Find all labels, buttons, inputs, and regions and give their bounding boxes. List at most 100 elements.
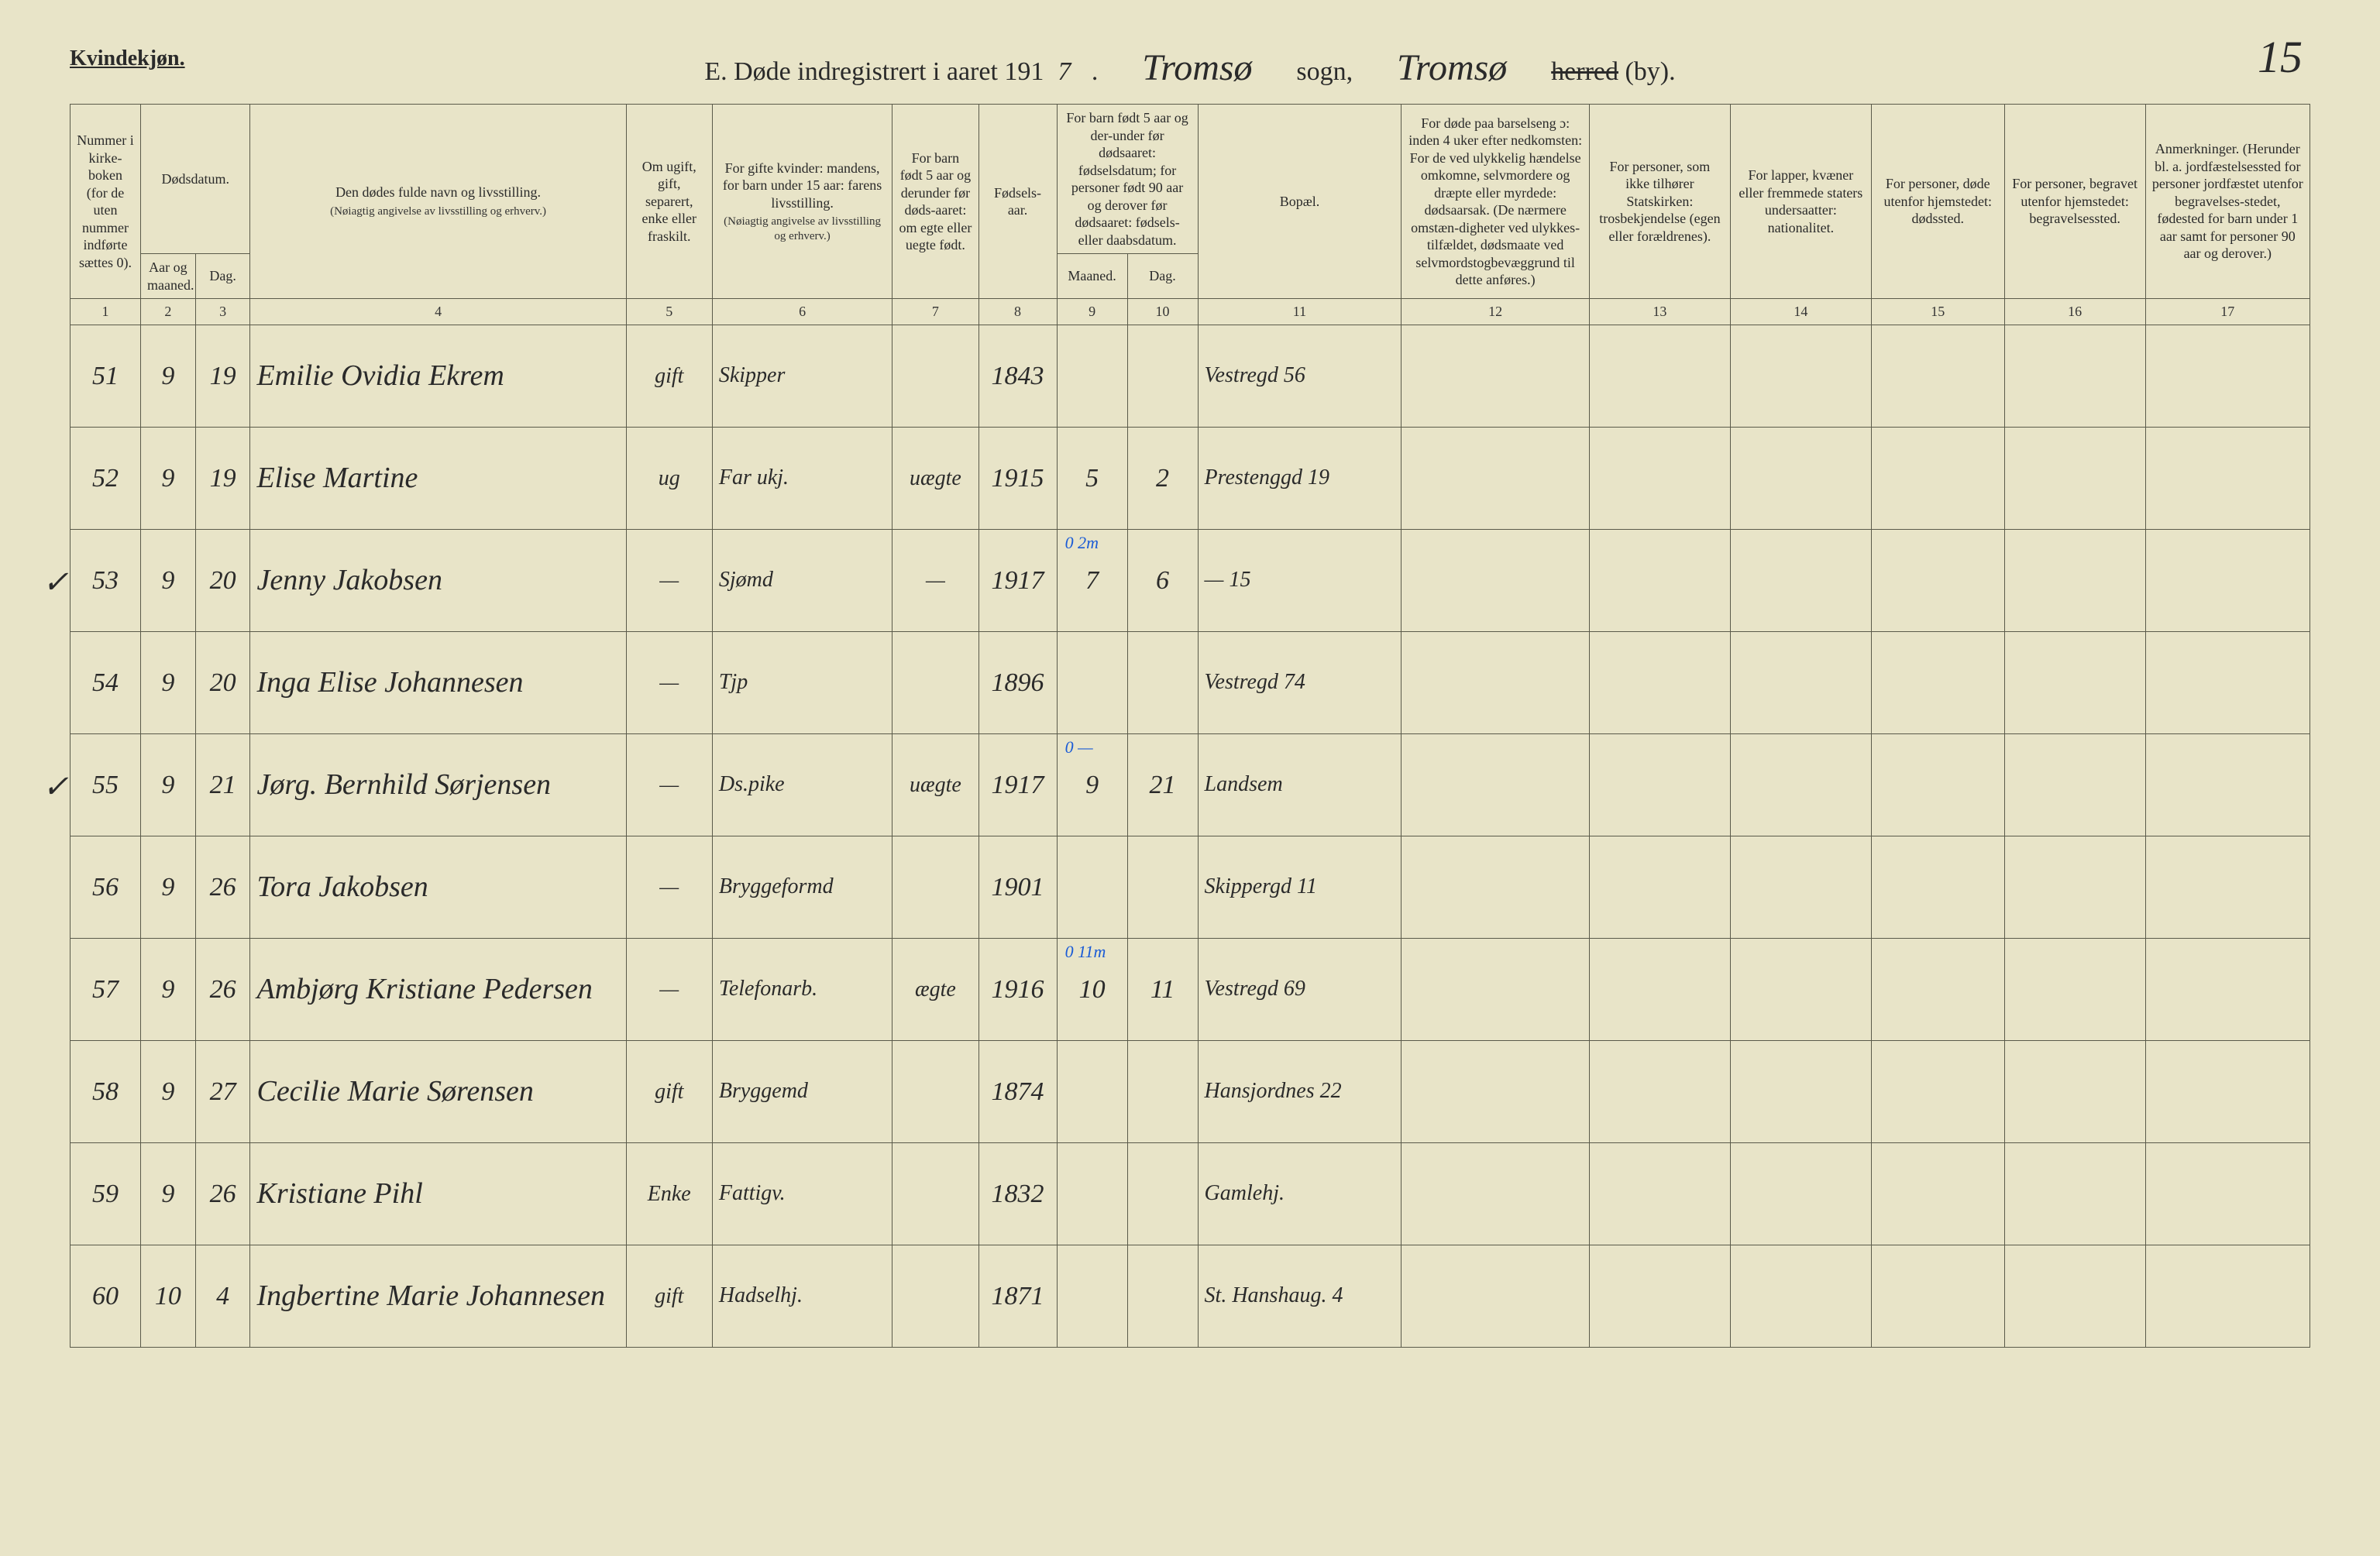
birth-year: 1916: [978, 939, 1057, 1041]
ledger-sheet: Kvindekjøn. E. Døde indregistrert i aare…: [70, 46, 2310, 1510]
birth-day: 2: [1127, 428, 1198, 530]
table-row: ✓53920Jenny Jakobsen—Sjømd—19170 2m76— 1…: [71, 530, 2310, 632]
remarks: [2145, 632, 2309, 734]
residence: Hansjordnes 22: [1198, 1041, 1402, 1143]
name-cell: Jenny Jakobsen: [250, 530, 626, 632]
occupation: Far ukj.: [712, 428, 892, 530]
title-row: Kvindekjøn. E. Døde indregistrert i aare…: [70, 46, 2310, 90]
legitimacy: —: [892, 530, 978, 632]
birth-month: 5: [1057, 428, 1127, 530]
birth-year: 1832: [978, 1143, 1057, 1245]
column-number-row: 1 2 3 4 5 6 7 8 9 10 11 12 13 14 15 16 1…: [71, 299, 2310, 325]
cause: [1402, 836, 1590, 939]
birth-day: [1127, 1245, 1198, 1348]
cause: [1402, 1143, 1590, 1245]
name-cell: Jørg. Bernhild Sørjensen: [250, 734, 626, 836]
burial-place: [2004, 836, 2145, 939]
occupation: Bryggemd: [712, 1041, 892, 1143]
col-header: For barn født 5 aar og der-under før død…: [1057, 105, 1198, 254]
marital-status: ug: [626, 428, 712, 530]
remarks: [2145, 734, 2309, 836]
col-header: Dødsdatum.: [140, 105, 250, 254]
entry-number: ✓53: [71, 530, 141, 632]
name-cell: Elise Martine: [250, 428, 626, 530]
herred-name: Tromsø: [1367, 46, 1537, 90]
marital-status: —: [626, 632, 712, 734]
residence: Gamlehj.: [1198, 1143, 1402, 1245]
birth-year: 1874: [978, 1041, 1057, 1143]
occupation: Skipper: [712, 325, 892, 428]
colnum: 8: [978, 299, 1057, 325]
col-subheader: Dag.: [195, 254, 250, 299]
gender-label: Kvindekjøn.: [70, 46, 185, 71]
occupation: Tjp: [712, 632, 892, 734]
birth-year: 1915: [978, 428, 1057, 530]
occupation: Ds.pike: [712, 734, 892, 836]
nationality: [1730, 939, 1871, 1041]
death-day: 21: [195, 734, 250, 836]
death-month: 9: [140, 1143, 195, 1245]
birth-day: 11: [1127, 939, 1198, 1041]
legitimacy: [892, 1143, 978, 1245]
entry-number: 60: [71, 1245, 141, 1348]
page-number: 15: [2258, 31, 2303, 83]
birth-day: 21: [1127, 734, 1198, 836]
col-subheader: Aar og maaned.: [140, 254, 195, 299]
nationality: [1730, 1143, 1871, 1245]
table-row: 54920Inga Elise Johannesen—Tjp1896Vestre…: [71, 632, 2310, 734]
col-header: For lapper, kvæner eller fremmede stater…: [1730, 105, 1871, 299]
nationality: [1730, 1245, 1871, 1348]
residence: — 15: [1198, 530, 1402, 632]
legitimacy: [892, 1245, 978, 1348]
table-row: 57926Ambjørg Kristiane Pedersen—Telefona…: [71, 939, 2310, 1041]
marital-status: gift: [626, 1041, 712, 1143]
birth-month: [1057, 632, 1127, 734]
marital-status: —: [626, 939, 712, 1041]
birth-day: [1127, 325, 1198, 428]
col-header: Nummer i kirke-boken (for de uten nummer…: [71, 105, 141, 299]
col-header: Bopæl.: [1198, 105, 1402, 299]
cause: [1402, 734, 1590, 836]
faith: [1589, 1143, 1730, 1245]
nationality: [1730, 1041, 1871, 1143]
remarks: [2145, 1143, 2309, 1245]
year-suffix: 7: [1058, 57, 1071, 87]
table-row: 58927Cecilie Marie SørensengiftBryggemd1…: [71, 1041, 2310, 1143]
table-row: 52919Elise MartineugFar ukj.uægte191552P…: [71, 428, 2310, 530]
entry-number: 51: [71, 325, 141, 428]
name-cell: Inga Elise Johannesen: [250, 632, 626, 734]
col-header: For personer, begravet utenfor hjemstede…: [2004, 105, 2145, 299]
faith: [1589, 836, 1730, 939]
burial-place: [2004, 1245, 2145, 1348]
birth-day: [1127, 632, 1198, 734]
death-place: [1871, 734, 2004, 836]
death-month: 9: [140, 836, 195, 939]
remarks: [2145, 836, 2309, 939]
cause: [1402, 530, 1590, 632]
death-place: [1871, 325, 2004, 428]
remarks: [2145, 325, 2309, 428]
sogn-label: sogn,: [1296, 57, 1353, 87]
remarks: [2145, 1041, 2309, 1143]
entry-number: 52: [71, 428, 141, 530]
remarks: [2145, 428, 2309, 530]
death-place: [1871, 632, 2004, 734]
col-subheader: Maaned.: [1057, 254, 1127, 299]
name-cell: Kristiane Pihl: [250, 1143, 626, 1245]
death-place: [1871, 1245, 2004, 1348]
death-day: 20: [195, 530, 250, 632]
entry-number: 56: [71, 836, 141, 939]
burial-place: [2004, 325, 2145, 428]
cause: [1402, 1245, 1590, 1348]
col-subheader: Dag.: [1127, 254, 1198, 299]
colnum: 4: [250, 299, 626, 325]
death-day: 26: [195, 836, 250, 939]
nationality: [1730, 734, 1871, 836]
table-head: Nummer i kirke-boken (for de uten nummer…: [71, 105, 2310, 325]
herred-suffix: (by).: [1625, 57, 1675, 86]
birth-month: [1057, 1245, 1127, 1348]
death-day: 19: [195, 325, 250, 428]
sogn-name: Tromsø: [1112, 46, 1282, 90]
faith: [1589, 325, 1730, 428]
colnum: 3: [195, 299, 250, 325]
